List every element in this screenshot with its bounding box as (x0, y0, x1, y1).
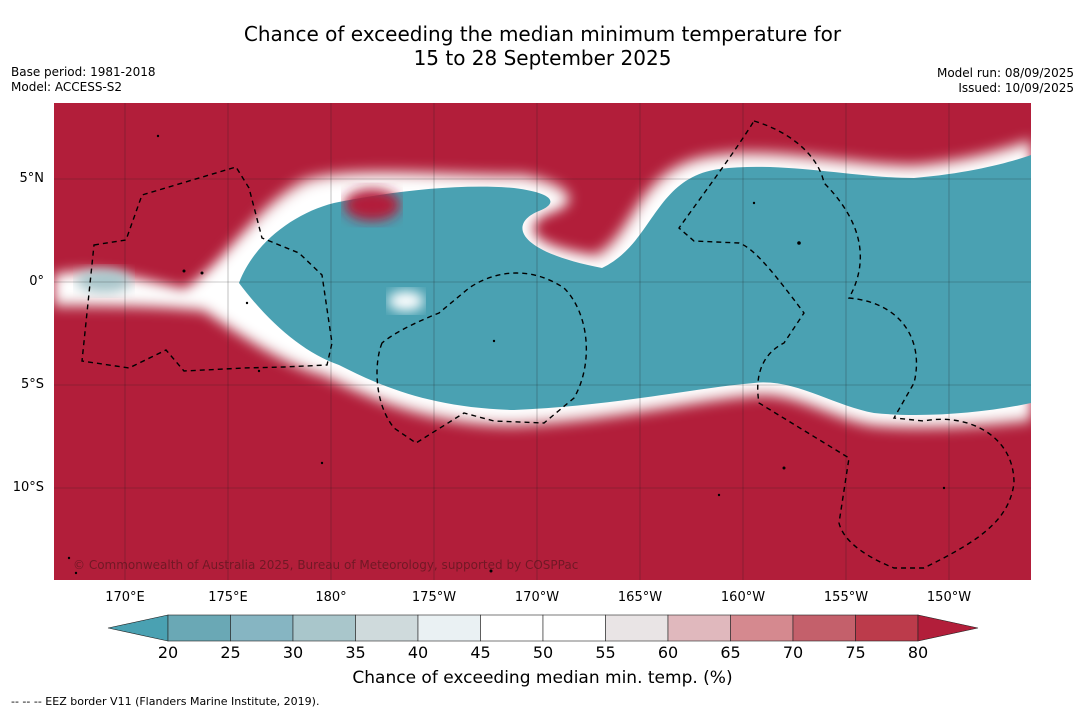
colorbar-title: Chance of exceeding median min. temp. (%… (352, 668, 733, 688)
colorbar-cell (480, 614, 544, 642)
colorbar-tick: 40 (407, 643, 429, 662)
colorbar (107, 614, 979, 642)
meta-left: Base period: 1981-2018 Model: ACCESS-S2 (11, 65, 156, 95)
white-patch (388, 291, 424, 311)
map-title: Chance of exceeding the median minimum t… (0, 22, 1085, 70)
colorbar-cell (730, 614, 794, 642)
base-period: Base period: 1981-2018 (11, 65, 156, 79)
colorbar-arrow-low (107, 614, 169, 642)
islands (67, 134, 946, 575)
lon-label-150w: 150°W (926, 590, 972, 605)
lon-label-170w: 170°W (514, 590, 560, 605)
region-low (239, 155, 1031, 415)
copyright-notice: © Commonwealth of Australia 2025, Bureau… (73, 558, 579, 572)
colorbar-cell (230, 614, 294, 642)
title-line-1: Chance of exceeding the median minimum t… (243, 22, 842, 46)
forecast-map (54, 103, 1031, 580)
lon-label-175w: 175°W (411, 590, 457, 605)
lat-label-0: 0° (29, 274, 44, 289)
colorbar-tick: 35 (345, 643, 366, 662)
issued-date: Issued: 10/09/2025 (958, 81, 1074, 95)
colorbar-tick: 80 (907, 643, 929, 662)
colorbar-tick: 50 (532, 643, 554, 662)
colorbar-tick: 25 (220, 643, 241, 662)
lat-label-10s: 10°S (12, 480, 44, 495)
colorbar-cell (292, 614, 356, 642)
red-patch (344, 189, 400, 221)
eez-footnote: -- -- -- EEZ border V11 (Flanders Marine… (11, 695, 320, 708)
colorbar-tick: 20 (157, 643, 179, 662)
colorbar-tick: 55 (595, 643, 616, 662)
lon-label-180: 180° (315, 590, 347, 605)
colorbar-tick: 70 (782, 643, 804, 662)
colorbar-cell (792, 614, 856, 642)
colorbar-cell (542, 614, 606, 642)
lon-label-160w: 160°W (720, 590, 766, 605)
lon-label-175e: 175°E (208, 590, 248, 605)
lon-label-165w: 165°W (617, 590, 663, 605)
gridlines (54, 103, 1031, 580)
lon-label-155w: 155°W (823, 590, 869, 605)
colorbar-tick: 45 (470, 643, 491, 662)
colorbar-tick: 60 (657, 643, 679, 662)
colorbar-tick: 75 (845, 643, 866, 662)
colorbar-cell (417, 614, 481, 642)
colorbar-cell (355, 614, 419, 642)
colorbar-cell (167, 614, 231, 642)
model-run: Model run: 08/09/2025 (936, 66, 1074, 80)
colorbar-cell (667, 614, 731, 642)
lat-label-5s: 5°S (20, 377, 44, 392)
lon-label-170e: 170°E (105, 590, 145, 605)
pale-patch (76, 269, 132, 293)
colorbar-tick: 65 (720, 643, 741, 662)
colorbar-arrow-high (917, 614, 979, 642)
colorbar-cell (605, 614, 669, 642)
colorbar-cell (855, 614, 919, 642)
eez-borders (81, 120, 1015, 569)
model-name: Model: ACCESS-S2 (11, 80, 123, 94)
title-line-2: 15 to 28 September 2025 (413, 46, 672, 70)
lat-label-5n: 5°N (19, 171, 45, 186)
meta-right: Model run: 08/09/2025 Issued: 10/09/2025 (937, 66, 1074, 96)
colorbar-tick: 30 (282, 643, 304, 662)
